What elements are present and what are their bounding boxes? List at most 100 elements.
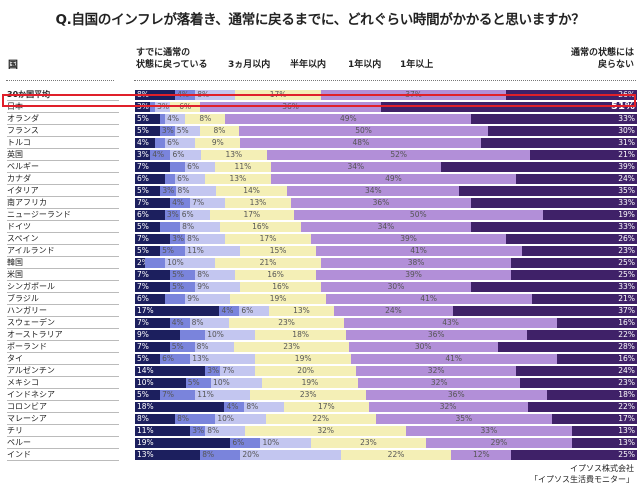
bar-segment: 14% bbox=[216, 186, 288, 196]
table-row: ハンガリー 17% 4% 6% 13% 24% 37% bbox=[3, 305, 637, 317]
stacked-bar: 7% 5% 9% 16% 30% 33% bbox=[135, 282, 637, 292]
bar-segment: 19% bbox=[135, 438, 231, 448]
stacked-bar: 18% 4% 8% 17% 32% 22% bbox=[135, 402, 637, 412]
country-label: 米国 bbox=[7, 269, 119, 281]
bar-segment: 8% bbox=[195, 270, 236, 280]
bar-segment: 13% bbox=[571, 438, 637, 448]
stacked-bar: 5% 8% 16% 34% 33% bbox=[135, 222, 637, 232]
stacked-bar: 5% 3% 8% 14% 34% 35% bbox=[135, 186, 637, 196]
bar-segment: 17% bbox=[135, 306, 220, 316]
table-row: スペイン 7% 3% 8% 17% 39% 26% bbox=[3, 233, 637, 245]
bar-segment: 11% bbox=[185, 246, 241, 256]
bar-segment: 33% bbox=[471, 198, 637, 208]
table-row: インド 13% 8% 20% 22% 12% 25% bbox=[3, 449, 637, 461]
country-label: ハンガリー bbox=[7, 305, 119, 317]
bar-segment: 32% bbox=[245, 426, 407, 436]
bar-segment: 23% bbox=[310, 438, 427, 448]
country-label: 南アフリカ bbox=[7, 197, 119, 209]
legend-2: 半年以内 bbox=[290, 60, 327, 70]
bar-segment bbox=[160, 222, 181, 232]
stacked-bar: 6% 3% 6% 17% 50% 19% bbox=[135, 210, 637, 220]
bar-segment: 7% bbox=[135, 282, 171, 292]
country-label: ベルギー bbox=[7, 161, 119, 173]
country-label: スウェーデン bbox=[7, 317, 119, 329]
stacked-bar: 5% 4% 8% 49% 33% bbox=[135, 114, 637, 124]
stacked-bar: 7% 5% 8% 16% 39% 25% bbox=[135, 270, 637, 280]
bar-segment: 3% bbox=[160, 186, 176, 196]
bar-segment: 8% bbox=[205, 426, 246, 436]
bar-segment: 8% bbox=[180, 222, 221, 232]
bar-segment: 13% bbox=[190, 354, 256, 364]
stacked-bar: 5% 6% 13% 19% 41% 16% bbox=[135, 354, 637, 364]
table-row: イタリア 5% 3% 8% 14% 34% 35% bbox=[3, 185, 637, 197]
bar-segment: 19% bbox=[542, 210, 637, 220]
bar-segment: 4% bbox=[169, 318, 190, 328]
bar-segment: 7% bbox=[135, 162, 171, 172]
bar-segment: 5% bbox=[135, 222, 161, 232]
table-row: チリ 11% 3% 8% 32% 33% 13% bbox=[3, 425, 637, 437]
highlight-box bbox=[2, 94, 636, 107]
bar-segment: 17% bbox=[551, 414, 637, 424]
bar-segment: 33% bbox=[471, 114, 637, 124]
table-row: ポーランド 7% 5% 8% 23% 30% 28% bbox=[3, 341, 637, 353]
country-label: スペイン bbox=[7, 233, 119, 245]
stacked-bar: 9% 10% 18% 36% 22% bbox=[135, 330, 637, 340]
bar-segment: 9% bbox=[195, 282, 241, 292]
table-row: アイルランド 5% 5% 11% 15% 41% 23% bbox=[3, 245, 637, 257]
stacked-bar: 17% 4% 6% 13% 24% 37% bbox=[135, 306, 637, 316]
bar-segment: 13% bbox=[225, 198, 291, 208]
bar-segment: 23% bbox=[229, 318, 344, 328]
stacked-bar: 8% 8% 10% 22% 35% 17% bbox=[135, 414, 637, 424]
bar-segment: 12% bbox=[451, 450, 512, 460]
bar-segment: 14% bbox=[135, 366, 206, 376]
bar-segment: 43% bbox=[343, 318, 558, 328]
bar-segment: 30% bbox=[487, 126, 637, 136]
country-label: オランダ bbox=[7, 113, 119, 125]
bar-segment: 2% bbox=[135, 258, 149, 268]
bar-segment: 18% bbox=[546, 390, 637, 400]
bar-segment: 36% bbox=[345, 330, 527, 340]
bar-segment: 13% bbox=[269, 306, 334, 316]
country-label: アルゼンチン bbox=[7, 365, 119, 377]
bar-segment: 17% bbox=[209, 210, 295, 220]
bar-segment: 6% bbox=[135, 210, 165, 220]
bar-segment: 8% bbox=[185, 234, 226, 244]
bar-segment: 9% bbox=[135, 330, 181, 340]
legend-3: 1年以内 bbox=[348, 60, 382, 70]
bar-segment: 10% bbox=[165, 258, 216, 268]
bar-segment: 37% bbox=[453, 306, 637, 316]
source-survey: 「イプソス生活費モニター」 bbox=[530, 475, 634, 484]
bar-segment: 5% bbox=[174, 126, 200, 136]
stacked-bar: 13% 8% 20% 22% 12% 25% bbox=[135, 450, 637, 460]
table-row: インドネシア 5% 7% 11% 23% 36% 18% bbox=[3, 389, 637, 401]
table-row: ドイツ 5% 8% 16% 34% 33% bbox=[3, 221, 637, 233]
bar-segment: 16% bbox=[556, 354, 637, 364]
bar-segment: 9% bbox=[195, 138, 241, 148]
bar-segment: 19% bbox=[255, 354, 351, 364]
bar-segment: 29% bbox=[426, 438, 572, 448]
bar-segment: 7% bbox=[220, 366, 256, 376]
bar-segment: 24% bbox=[516, 366, 637, 376]
country-label: アイルランド bbox=[7, 245, 119, 257]
stacked-bar: 5% 7% 11% 23% 36% 18% bbox=[135, 390, 637, 400]
table-row: コロンビア 18% 4% 8% 17% 32% 22% bbox=[3, 401, 637, 413]
bar-segment: 17% bbox=[284, 402, 369, 412]
bar-segment: 5% bbox=[169, 342, 195, 352]
bar-segment: 13% bbox=[200, 150, 267, 160]
bar-segment: 23% bbox=[520, 378, 637, 388]
bar-segment: 10% bbox=[211, 378, 262, 388]
table-row: アルゼンチン 14% 3% 7% 20% 32% 24% bbox=[3, 365, 637, 377]
country-label: シンガポール bbox=[7, 281, 119, 293]
table-row: ベルギー 7% 6% 11% 34% 39% bbox=[3, 161, 637, 173]
bar-segment: 6% bbox=[165, 138, 196, 148]
country-label: ブラジル bbox=[7, 293, 119, 305]
bar-segment: 13% bbox=[205, 174, 271, 184]
bar-segment bbox=[160, 114, 166, 124]
bar-segment: 8% bbox=[200, 450, 241, 460]
country-label: イタリア bbox=[7, 185, 119, 197]
bar-segment: 32% bbox=[355, 366, 517, 376]
bar-segment: 4% bbox=[170, 198, 191, 208]
bar-segment: 35% bbox=[459, 186, 637, 196]
country-label: ペルー bbox=[7, 437, 119, 449]
country-label: トルコ bbox=[7, 137, 119, 149]
